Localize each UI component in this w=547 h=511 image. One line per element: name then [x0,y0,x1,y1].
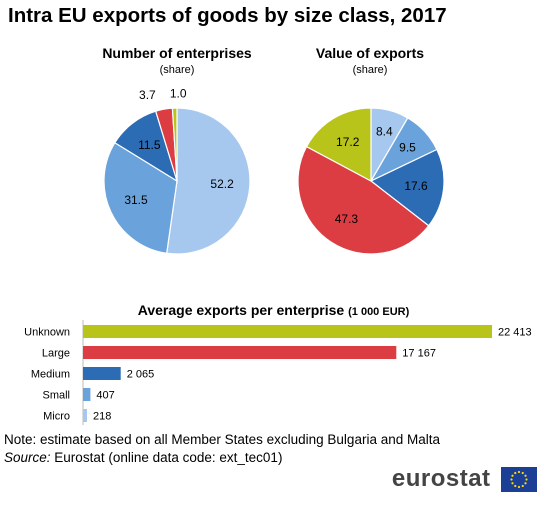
flag-star [514,471,517,474]
pie-2-subtitle: (share) [352,64,388,76]
pie-2-slice-medium [369,148,445,227]
bar-value-label: 22 413 [498,327,532,339]
pie-2-title: Value of exports [315,45,425,61]
logo-text: eurostat [391,465,491,492]
bar-chart: Unknown 22 413 Large 17 167 Medium 2 065 Small… [24,320,532,425]
note-text: Note: estimate based on all Member State… [4,432,440,447]
flag-star [521,484,524,487]
pie-1-label-large: 3.7 [139,88,156,102]
pie-1-label-medium: 11.5 [138,138,161,152]
pie-1-label-small: 31.5 [124,193,148,207]
bar-value-label: 17 167 [402,348,436,360]
pie-2-label-unknown: 17.2 [336,135,360,149]
bar-micro [83,409,87,422]
pie-1-label-micro: 52.2 [210,177,234,191]
bar-category-label: Medium [31,369,70,381]
pie-1-label-unknown: 1.0 [170,86,187,100]
chart-title: Intra EU exports of goods by size class,… [8,4,447,27]
source-line: Source: Eurostat (online data code: ext_… [4,450,282,465]
source-label: Source: [4,450,51,465]
bar-category-label: Unknown [24,327,70,339]
bar-chart-title: Average exports per enterprise (1 000 EU… [0,302,547,318]
flag-star [511,481,514,484]
bar-value-label: 407 [96,390,114,402]
pie-1: 52.2 31.5 11.5 3.7 1.0 [103,86,251,255]
bar-chart-title-text: Average exports per enterprise [137,302,345,318]
bar-category-label: Micro [43,411,70,423]
pie-2-label-medium: 17.6 [404,179,428,193]
pie-2-slice-large [297,145,430,255]
pie-2-label-large: 47.3 [335,212,359,226]
eu-flag-icon [501,466,537,492]
eurostat-logo: eurostat [392,465,537,493]
pie-1-slice-unknown [171,107,178,182]
pie-charts: 52.2 31.5 11.5 3.7 1.0 8.4 9.5 17.6 47.3 17.2 [103,86,445,255]
pie-2-slice-unknown [305,107,372,183]
flag-star [514,484,517,487]
pie-2-label-small: 9.5 [399,140,416,154]
pie-1-subtitle: (share) [159,64,195,76]
pie-2: 8.4 9.5 17.6 47.3 17.2 [297,107,445,255]
bar-category-label: Small [42,390,70,402]
pie-1-slice-micro [166,107,251,255]
flag-star [521,471,524,474]
bar-value-label: 2 065 [127,369,155,381]
flag-star [525,477,528,481]
flag-star [511,474,514,477]
pie-2-label-micro: 8.4 [376,125,393,139]
bar-medium [83,367,121,380]
flag-star [524,474,527,477]
bar-large [83,346,397,359]
bar-small [83,388,91,401]
bar-unknown [83,325,492,338]
bar-chart-unit: (1 000 EUR) [348,306,410,318]
pie-1-title: Number of enterprises [102,45,252,61]
bar-value-label: 218 [93,411,111,423]
flag-star [524,481,527,484]
flag-star [517,470,521,473]
source-text: Eurostat (online data code: ext_tec01) [54,450,283,465]
flag-star [517,485,521,488]
bar-category-label: Large [42,348,70,360]
flag-star [510,477,513,481]
